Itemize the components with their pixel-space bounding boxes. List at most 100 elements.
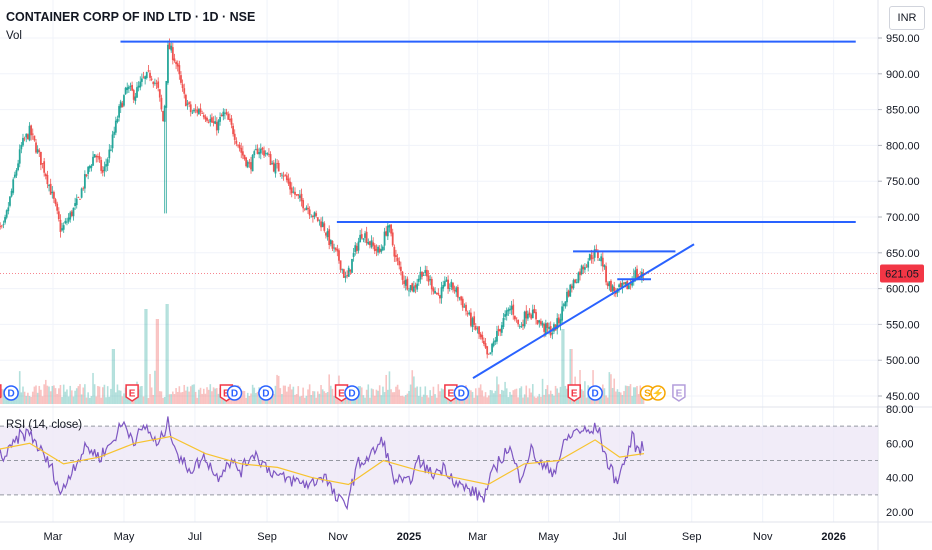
volume-bar: [43, 384, 45, 404]
candle-body: [497, 329, 500, 332]
volume-bar: [80, 394, 83, 404]
candle-body: [606, 283, 609, 286]
dividend-marker-icon[interactable]: D: [587, 385, 603, 401]
volume-bar: [25, 395, 28, 404]
volume-bar: [488, 395, 490, 404]
volume-bar: [517, 397, 519, 404]
candle-body: [429, 279, 432, 281]
dividend-marker-icon[interactable]: D: [453, 385, 470, 401]
candle-body: [435, 292, 438, 294]
volume-bar: [536, 396, 539, 404]
dividend-marker-icon[interactable]: D: [3, 385, 19, 401]
candle-body: [154, 82, 156, 84]
candle-body: [582, 266, 585, 270]
volume-bar: [414, 387, 417, 404]
volume-bar: [566, 388, 568, 404]
candle-body: [243, 154, 246, 159]
volume-bar: [427, 397, 430, 404]
candle-body: [369, 241, 371, 246]
volume-bar: [178, 386, 181, 404]
candle-body: [476, 328, 479, 330]
candle-body: [263, 150, 265, 156]
volume-bar: [305, 395, 308, 404]
dividend-marker-icon[interactable]: D: [258, 385, 274, 401]
volume-bar: [535, 397, 537, 404]
volume-bar: [160, 391, 163, 404]
upcoming-earnings-marker-icon[interactable]: E: [672, 384, 686, 402]
volume-bar: [476, 395, 479, 404]
volume-bar: [444, 395, 446, 404]
candle-body: [92, 156, 94, 166]
candle-body: [409, 285, 412, 290]
candle-body: [188, 102, 191, 104]
volume-bar: [159, 391, 161, 404]
volume-bar: [333, 395, 335, 404]
volume-bar: [172, 391, 174, 404]
candle-body: [206, 117, 208, 121]
volume-bar: [440, 388, 443, 404]
earnings-marker-icon[interactable]: E: [444, 384, 458, 402]
dividend-marker-icon[interactable]: D: [226, 385, 243, 401]
volume-bar: [33, 386, 36, 404]
candle-body: [158, 89, 161, 98]
volume-bar: [207, 389, 210, 404]
volume-bar: [30, 396, 32, 404]
volume-bar: [334, 393, 337, 404]
earnings-marker-icon[interactable]: E: [125, 384, 139, 402]
volume-bar: [543, 394, 545, 404]
candle-body: [564, 301, 567, 307]
candle-body: [224, 112, 226, 114]
candle-body: [372, 242, 375, 246]
volume-bar: [326, 392, 329, 404]
candle-body: [279, 173, 282, 175]
volume-bar: [364, 397, 366, 404]
currency-button[interactable]: INR: [889, 6, 925, 30]
volume-bar: [408, 390, 410, 404]
candle-body: [430, 278, 433, 290]
candle-body: [354, 245, 357, 253]
volume-bar: [602, 384, 604, 404]
candle-body: [36, 149, 39, 153]
candle-body: [225, 112, 228, 115]
candle-body: [38, 150, 41, 152]
volume-bar: [206, 387, 208, 404]
volume-bar: [243, 391, 246, 404]
volume-bar: [375, 389, 378, 404]
candle-body: [209, 118, 212, 122]
candle-body: [479, 333, 482, 338]
volume-bar: [113, 349, 115, 404]
candle-body: [341, 269, 344, 271]
candle-body: [144, 76, 147, 80]
earnings-marker-icon[interactable]: E: [334, 384, 349, 402]
earnings-marker-icon[interactable]: E: [567, 384, 581, 402]
volume-bar: [308, 384, 311, 404]
split-marker-icon[interactable]: ⚡: [650, 385, 666, 401]
candle-body: [150, 78, 153, 80]
volume-bar: [442, 389, 445, 404]
candle-body: [380, 249, 383, 252]
volume-bar: [605, 395, 607, 404]
candle-body: [26, 134, 29, 140]
candle-body: [483, 340, 485, 344]
candle-body: [51, 191, 54, 194]
earnings-marker-icon[interactable]: E: [0, 384, 2, 401]
candle-body: [401, 271, 404, 280]
volume-bar: [295, 393, 298, 404]
candle-body: [509, 308, 511, 311]
candle-body: [184, 94, 187, 107]
candle-body: [469, 312, 472, 326]
candle-body: [0, 226, 2, 228]
volume-bar: [483, 396, 485, 404]
volume-bar: [501, 389, 503, 404]
candle-body: [75, 198, 78, 206]
dividend-marker-icon[interactable]: D: [344, 385, 360, 401]
volume-bar: [62, 384, 65, 404]
candle-body: [121, 103, 124, 108]
volume-bar: [61, 397, 63, 404]
volume-bar: [577, 395, 580, 404]
candle-body: [215, 122, 218, 131]
candle-body: [0, 225, 3, 227]
volume-bar: [616, 389, 619, 404]
candle-body: [85, 174, 88, 176]
